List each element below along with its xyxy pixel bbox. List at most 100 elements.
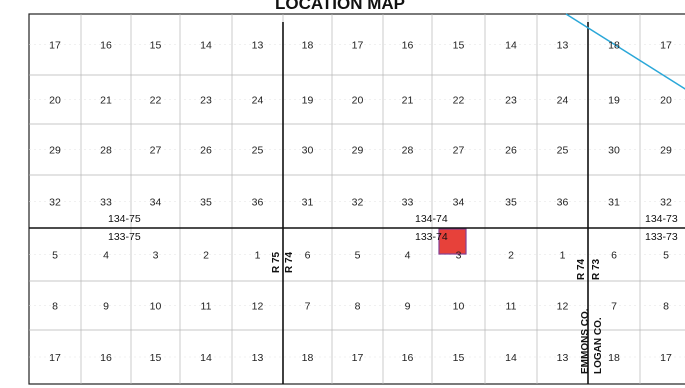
section-number: 26 [200, 145, 212, 157]
section-number: 17 [352, 352, 364, 364]
section-number: 11 [506, 301, 517, 313]
section-number: 15 [453, 352, 465, 364]
section-number: 20 [660, 95, 672, 107]
section-number: 5 [663, 250, 669, 262]
section-number: 14 [200, 40, 212, 52]
section-number: 9 [405, 301, 411, 313]
range-label-r74-west: R 74 [284, 251, 295, 273]
section-number: 12 [252, 301, 264, 313]
county-label-logan: LOGAN CO. [593, 317, 604, 374]
range-label-r73: R 73 [591, 258, 602, 280]
section-number: 2 [508, 250, 514, 262]
section-number: 17 [660, 40, 672, 52]
section-number: 28 [100, 145, 112, 157]
section-number: 24 [252, 95, 264, 107]
section-number: 3 [153, 250, 159, 262]
section-number: 23 [505, 95, 517, 107]
section-number: 20 [352, 95, 364, 107]
section-number: 14 [505, 40, 517, 52]
range-label-r75: R 75 [271, 251, 282, 273]
section-number: 5 [355, 250, 361, 262]
section-number: 32 [660, 197, 672, 209]
section-number: 22 [453, 95, 465, 107]
section-number: 24 [557, 95, 569, 107]
map-frame [28, 13, 685, 385]
section-number: 26 [505, 145, 517, 157]
section-number: 25 [252, 145, 264, 157]
section-number: 16 [402, 352, 414, 364]
section-number: 31 [302, 197, 314, 209]
township-label-133-74: 133-74 [415, 231, 448, 243]
section-number: 34 [453, 197, 465, 209]
section-number: 4 [405, 250, 411, 262]
section-number: 7 [305, 301, 311, 313]
section-number: 34 [150, 197, 162, 209]
section-number: 19 [302, 95, 314, 107]
section-number: 29 [352, 145, 364, 157]
township-label-134-74: 134-74 [415, 213, 448, 225]
section-number: 3 [456, 250, 462, 262]
section-number: 29 [660, 145, 672, 157]
section-number: 2 [203, 250, 209, 262]
section-number: 30 [302, 145, 314, 157]
section-number: 4 [103, 250, 109, 262]
section-number: 7 [611, 301, 617, 313]
highlighted-section [438, 228, 467, 255]
section-number: 17 [49, 40, 61, 52]
highway-line [565, 13, 685, 90]
township-range-lines [29, 22, 685, 384]
section-number: 14 [200, 352, 212, 364]
township-label-134-75: 134-75 [108, 213, 141, 225]
section-number: 13 [252, 40, 264, 52]
section-number: 6 [611, 250, 617, 262]
township-label-133-73: 133-73 [645, 231, 678, 243]
section-number: 28 [402, 145, 414, 157]
section-number: 15 [150, 352, 162, 364]
section-number: 30 [608, 145, 620, 157]
section-number: 21 [402, 95, 414, 107]
section-number: 1 [560, 250, 566, 262]
section-number: 31 [608, 197, 620, 209]
section-number: 8 [663, 301, 669, 313]
section-number: 8 [355, 301, 361, 313]
section-number: 36 [252, 197, 264, 209]
section-number: 32 [352, 197, 364, 209]
section-number: 23 [200, 95, 212, 107]
section-number: 6 [305, 250, 311, 262]
section-number: 33 [402, 197, 414, 209]
county-label-emmons: EMMONS CO. [580, 308, 591, 374]
section-number: 15 [453, 40, 465, 52]
section-number: 10 [150, 301, 162, 313]
section-number: 16 [402, 40, 414, 52]
section-number: 13 [252, 352, 264, 364]
section-number: 10 [453, 301, 465, 313]
section-number: 8 [52, 301, 58, 313]
section-number: 15 [150, 40, 162, 52]
section-number: 27 [453, 145, 465, 157]
section-number: 18 [302, 352, 314, 364]
section-number: 5 [52, 250, 58, 262]
section-number: 20 [49, 95, 61, 107]
section-number: 22 [150, 95, 162, 107]
section-number: 29 [49, 145, 61, 157]
section-number: 1 [255, 250, 261, 262]
section-number: 35 [505, 197, 517, 209]
section-number: 32 [49, 197, 61, 209]
section-number: 33 [100, 197, 112, 209]
section-number: 13 [557, 352, 569, 364]
section-number: 17 [49, 352, 61, 364]
section-number: 27 [150, 145, 162, 157]
township-label-133-75: 133-75 [108, 231, 141, 243]
range-label-r74-east: R 74 [576, 258, 587, 280]
map-title: LOCATION MAP [275, 0, 405, 13]
section-number: 36 [557, 197, 569, 209]
section-number: 35 [200, 197, 212, 209]
section-number: 18 [302, 40, 314, 52]
section-number: 25 [557, 145, 569, 157]
section-number: 17 [660, 352, 672, 364]
section-number: 13 [557, 40, 569, 52]
section-number: 9 [103, 301, 109, 313]
section-number: 12 [557, 301, 569, 313]
